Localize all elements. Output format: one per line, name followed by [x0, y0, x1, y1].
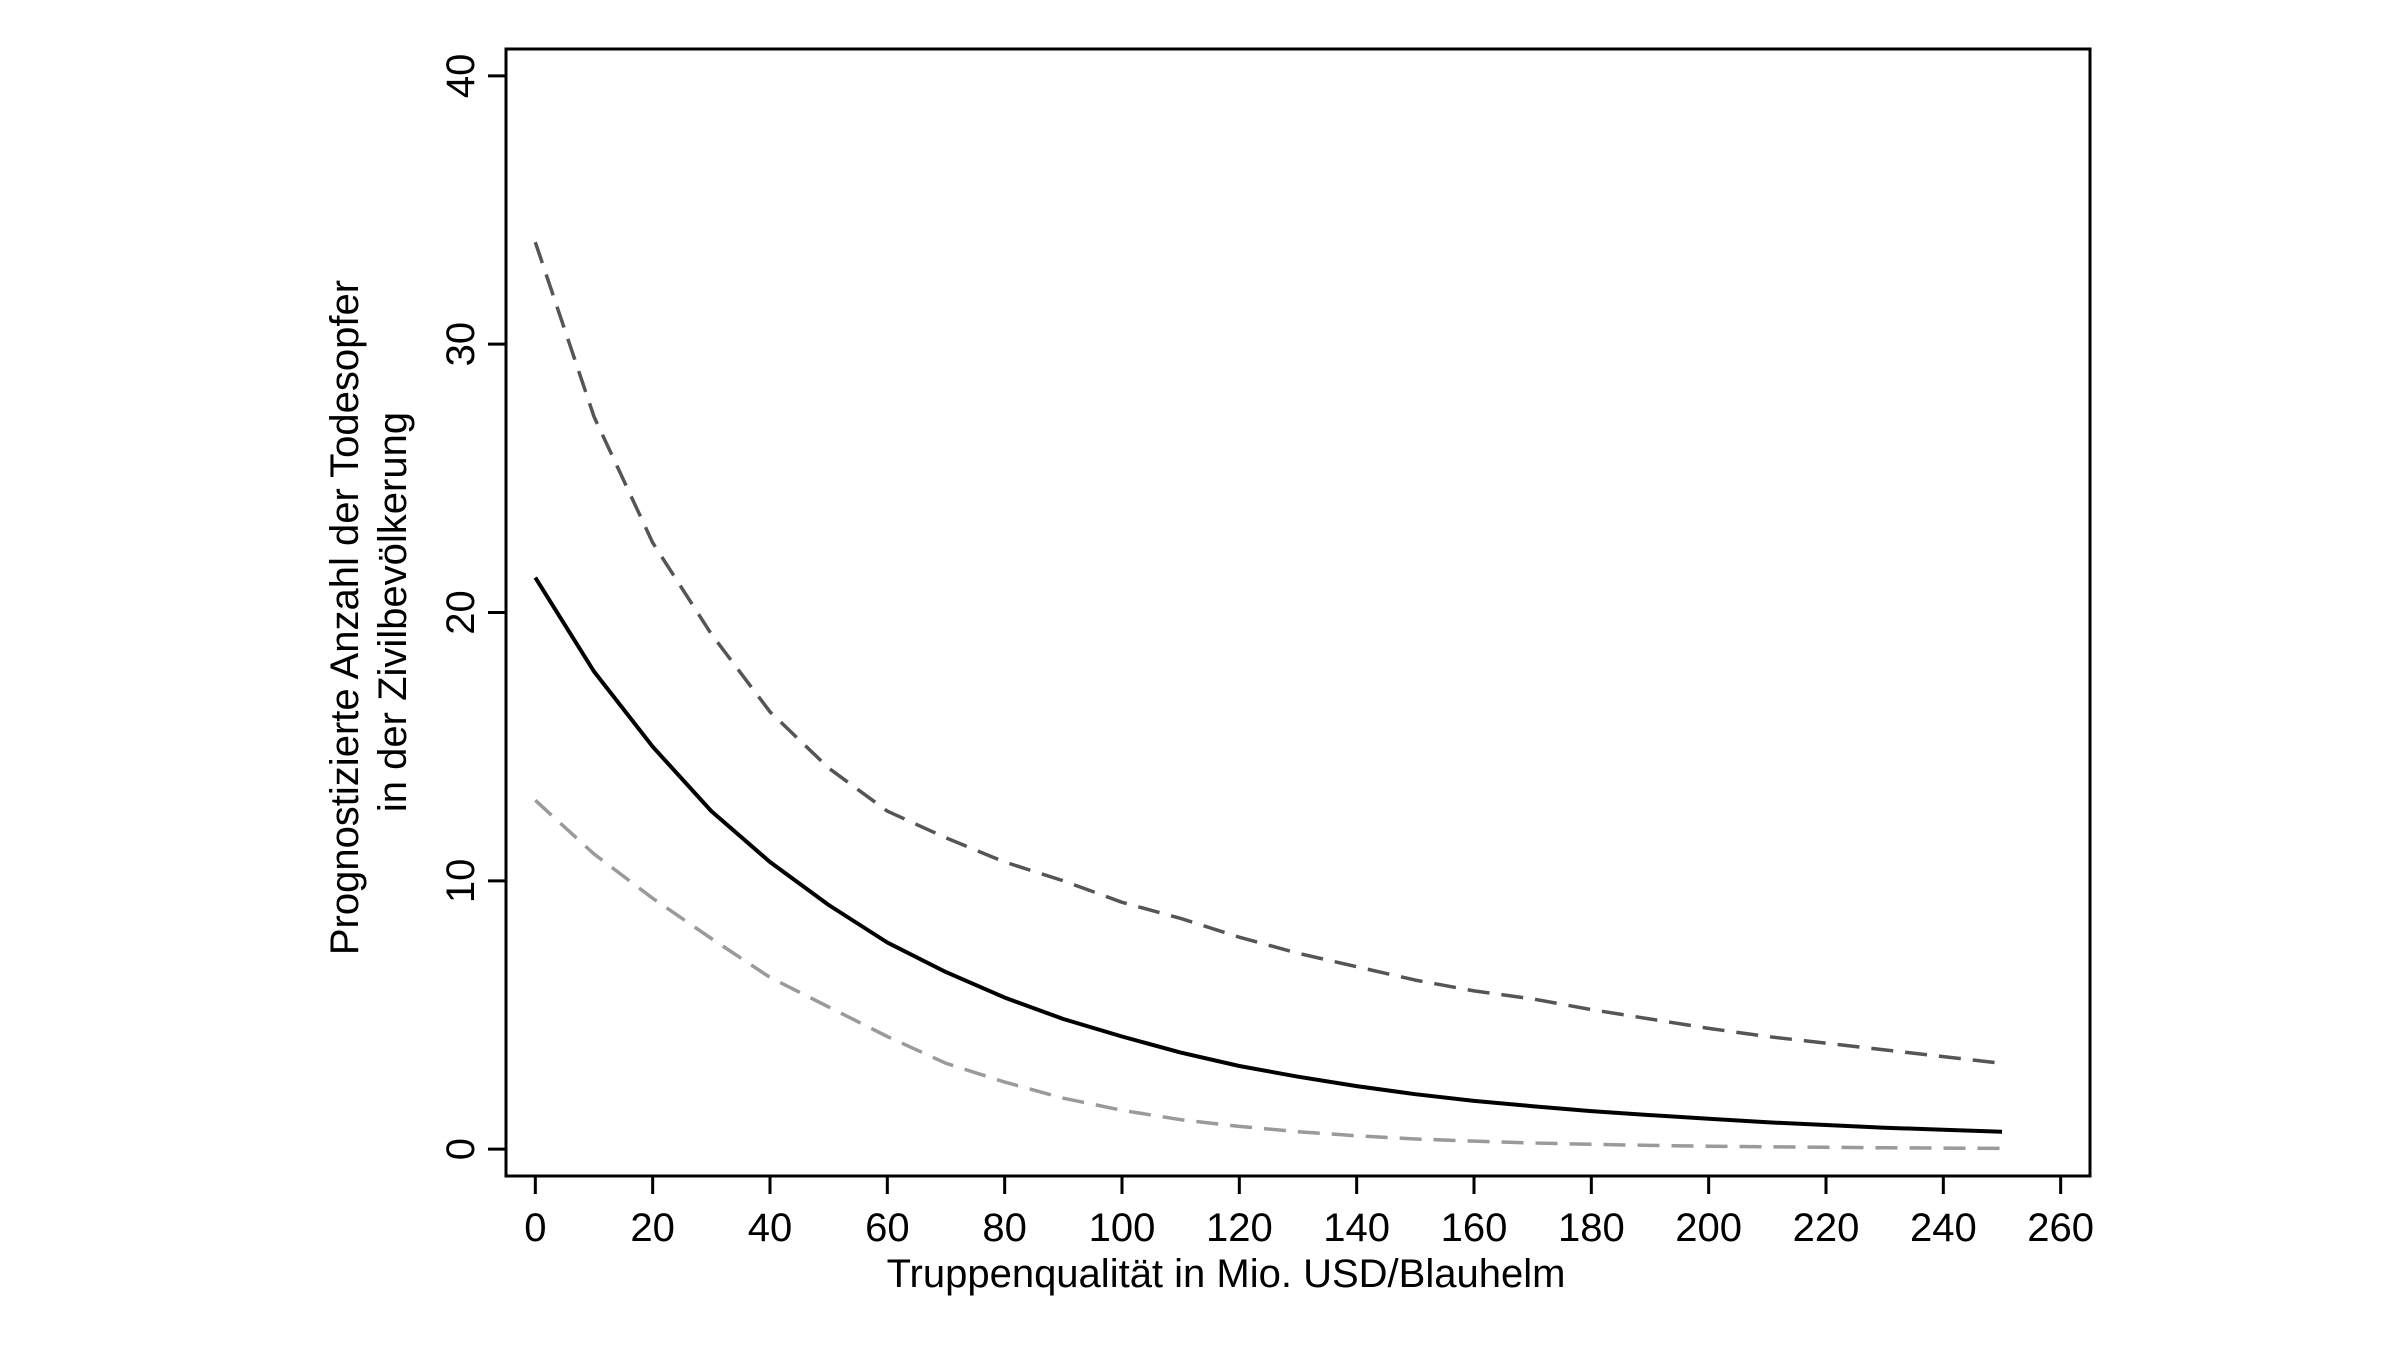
- y-axis-title-line-1: Prognostizierte Anzahl der Todesopfer: [323, 280, 367, 955]
- y-axis-title-line-2: in der Zivilbevölkerung: [371, 412, 415, 812]
- x-tick-label: 0: [524, 1206, 546, 1250]
- plot-frame: [504, 47, 2092, 1178]
- x-tick-label: 160: [1441, 1206, 1508, 1250]
- x-tick-label: 220: [1793, 1206, 1860, 1250]
- series-line-lower-bound: [534, 799, 2003, 1151]
- series-line-upper-bound: [533, 241, 2003, 1066]
- x-tick-label: 260: [2027, 1206, 2094, 1250]
- x-axis-title: Truppenqualität in Mio. USD/Blauhelm: [887, 1252, 1566, 1296]
- y-axis-title: Prognostizierte Anzahl der Todesopfer in…: [323, 269, 415, 955]
- x-tick-label: 40: [748, 1206, 793, 1250]
- x-tick-label: 240: [1910, 1206, 1977, 1250]
- x-tick-label: 200: [1675, 1206, 1742, 1250]
- x-tick-label: 120: [1206, 1206, 1273, 1250]
- x-tick-label: 60: [865, 1206, 910, 1250]
- x-tick-label: 80: [982, 1206, 1027, 1250]
- x-axis: 0 20 40 60 80 100 120 140 160 180 200 220 240 260: [524, 1176, 2094, 1250]
- y-tick-label: 0: [439, 1138, 483, 1160]
- x-tick-label: 180: [1558, 1206, 1625, 1250]
- y-tick-label: 20: [439, 590, 483, 635]
- y-tick-label: 30: [439, 322, 483, 367]
- x-tick-label: 140: [1323, 1206, 1390, 1250]
- series-line-estimate: [533, 576, 2003, 1134]
- series-layer: [533, 241, 2003, 1151]
- y-tick-label: 40: [439, 54, 483, 99]
- x-tick-label: 100: [1089, 1206, 1156, 1250]
- x-tick-label: 20: [630, 1206, 675, 1250]
- y-tick-label: 10: [439, 859, 483, 904]
- y-axis: 0 10 20 30 40: [439, 54, 506, 1160]
